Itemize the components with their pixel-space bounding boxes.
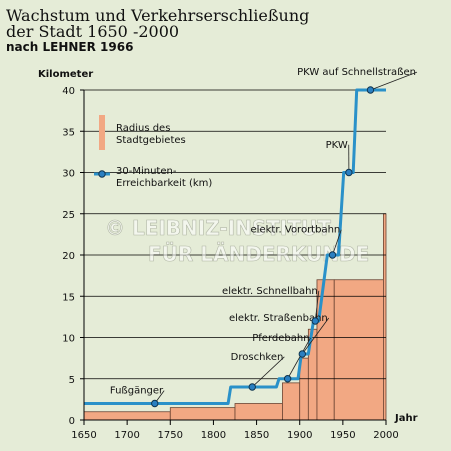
y-tick-label: 30 xyxy=(62,169,75,180)
annotation-leader xyxy=(314,290,320,322)
reach-marker xyxy=(328,251,337,259)
x-tick-label: 2000 xyxy=(373,430,398,441)
radius-bar xyxy=(169,407,236,421)
y-tick-label: 5 xyxy=(69,375,75,386)
legend-bar-swatch xyxy=(99,115,105,150)
annotation-label: elektr. Schnellbahn xyxy=(222,286,318,297)
y-tick-label: 15 xyxy=(62,292,75,303)
annotation-label: Droschken xyxy=(231,352,284,363)
annotation-leader xyxy=(301,317,330,355)
annotations: Fußgänger Droschken Pferdebahn elektr. Stra… xyxy=(110,67,418,408)
y-tick-label: 40 xyxy=(62,86,75,97)
annotation-label: Fußgänger xyxy=(110,386,164,397)
x-tick-label: 1900 xyxy=(287,430,312,441)
watermark-text: © LEIBNIZ-INSTITUT FÜR LÄNDERKUNDE xyxy=(105,216,369,266)
x-axis-label: Jahr xyxy=(394,413,418,424)
x-tick-label: 1950 xyxy=(330,430,355,441)
y-tick-label: 35 xyxy=(62,127,75,138)
reach-marker xyxy=(248,383,256,391)
radius-bar xyxy=(333,279,384,421)
annotation-leader xyxy=(370,71,418,91)
annotation-label: PKW xyxy=(326,140,348,151)
legend-bar-label-1: Radius des xyxy=(116,123,170,134)
legend-line-label-2: Erreichbarkeit (km) xyxy=(116,178,212,189)
annotation-label: elektr. Straßenbahn xyxy=(229,313,328,324)
y-tick-label: 25 xyxy=(62,210,75,221)
radius-bar xyxy=(83,411,171,421)
y-axis-label: Kilometer xyxy=(38,69,93,80)
annotation-label: PKW auf Schnellstraßen xyxy=(297,67,416,78)
y-tick-label: 10 xyxy=(62,334,75,345)
chart-title-line3: nach LEHNER 1966 xyxy=(6,40,134,54)
annotation-label: Pferdebahn xyxy=(252,333,309,344)
gridlines xyxy=(84,89,386,380)
reach-marker xyxy=(345,168,353,177)
x-tick-label: 1650 xyxy=(71,430,96,441)
annotation-leader xyxy=(251,356,285,388)
x-tick-label: 1800 xyxy=(201,430,226,441)
annotation-leader xyxy=(332,229,342,256)
reach-marker xyxy=(151,399,159,408)
legend-marker-swatch xyxy=(98,170,106,178)
reach-marker xyxy=(298,350,307,358)
x-tick-label: 1850 xyxy=(244,430,269,441)
chart-title-line2: der Stadt 1650 -2000 xyxy=(6,22,180,41)
y-tick-label: 20 xyxy=(62,251,75,262)
x-tick-label: 1750 xyxy=(158,430,183,441)
reach-marker xyxy=(283,375,292,383)
x-tick-label: 1700 xyxy=(114,430,139,441)
reach-marker xyxy=(311,317,319,325)
watermark-line: © LEIBNIZ-INSTITUT xyxy=(105,216,331,240)
axes: 0 5 10 15 20 25 30 35 40 1650 1700 1750 1800 1850 1900… xyxy=(38,69,418,441)
annotation-label: elektr. Vorortbahn xyxy=(251,225,341,236)
radius-bar xyxy=(234,403,283,421)
annotation-leader xyxy=(287,337,311,379)
legend-line-label-1: 30-Minuten- xyxy=(116,166,177,177)
radius-bar xyxy=(316,279,335,421)
y-tick-label: 0 xyxy=(69,416,75,427)
reach-marker xyxy=(366,86,375,94)
legend-bar-label-2: Stadtgebietes xyxy=(116,135,186,146)
radius-bars xyxy=(83,213,387,421)
radius-bar xyxy=(282,382,301,421)
radius-bar xyxy=(383,213,387,421)
chart-title-line1: Wachstum und Verkehrserschließung xyxy=(6,6,310,25)
